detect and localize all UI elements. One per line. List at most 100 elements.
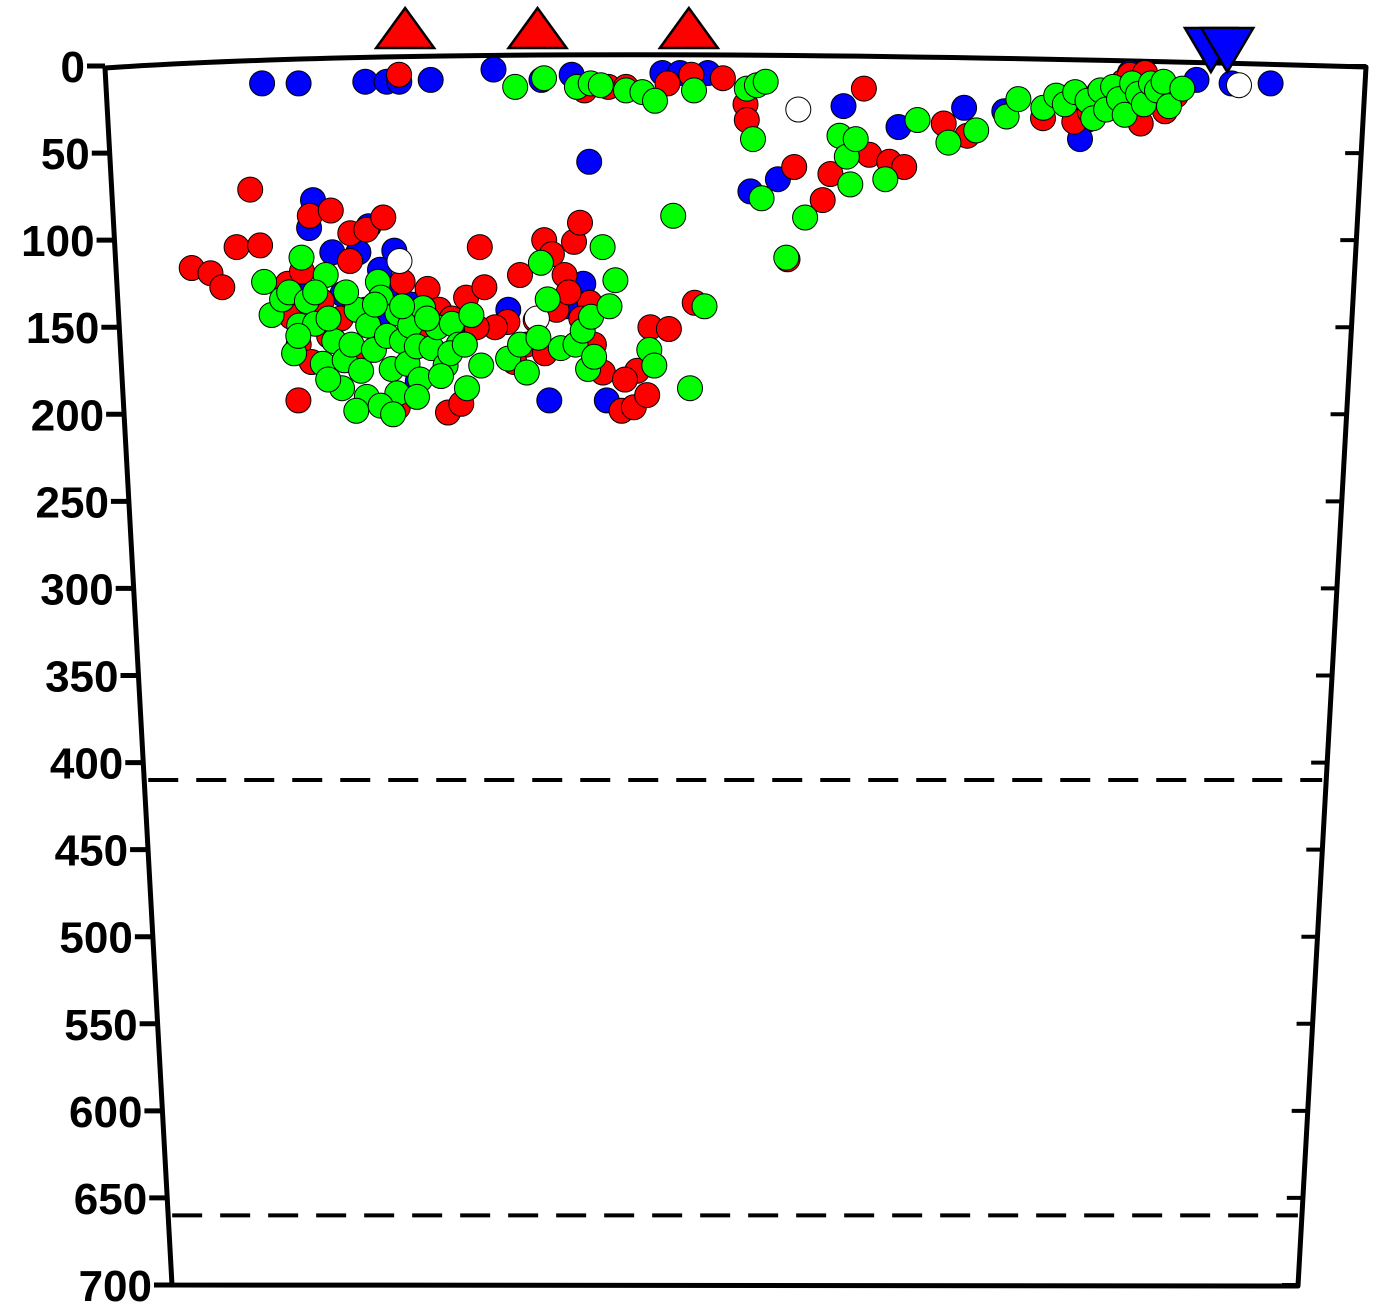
- data-point: [641, 352, 668, 379]
- data-point: [386, 248, 413, 274]
- data-point: [343, 397, 370, 424]
- data-point: [660, 202, 687, 229]
- data-point: [302, 279, 329, 306]
- data-point: [337, 248, 363, 274]
- data-point: [785, 96, 812, 123]
- reference-lines: [148, 777, 1323, 1218]
- red-triangle-marker: [506, 5, 569, 50]
- data-point: [480, 56, 507, 83]
- data-point: [536, 387, 563, 414]
- data-point: [830, 93, 857, 120]
- y-tick-label: 150: [26, 304, 99, 353]
- red-triangle-marker: [657, 5, 721, 50]
- data-point: [251, 268, 278, 295]
- data-point: [223, 234, 250, 261]
- data-point: [468, 352, 495, 379]
- data-point: [951, 94, 978, 121]
- data-point: [285, 322, 312, 349]
- data-point: [567, 209, 593, 236]
- data-point: [677, 375, 703, 402]
- data-point: [317, 197, 344, 224]
- data-point: [428, 363, 454, 389]
- data-point: [502, 73, 529, 100]
- data-point: [288, 244, 315, 271]
- data-point: [209, 274, 236, 301]
- data-point: [781, 154, 808, 180]
- y-tick-label: 300: [40, 565, 113, 614]
- data-point: [709, 65, 736, 92]
- y-tick-label: 250: [36, 478, 109, 527]
- data-point: [792, 204, 819, 231]
- data-point: [247, 232, 274, 259]
- data-point: [576, 148, 603, 175]
- data-point: [525, 324, 552, 351]
- data-point: [1226, 72, 1252, 99]
- y-tick-label: 650: [74, 1175, 147, 1224]
- data-points: [178, 56, 1284, 428]
- y-tick-label: 500: [59, 914, 132, 963]
- data-point: [837, 171, 864, 198]
- data-point: [587, 72, 614, 99]
- data-point: [748, 185, 775, 212]
- data-point: [850, 75, 877, 102]
- data-point: [904, 107, 931, 133]
- data-point: [872, 166, 899, 193]
- data-point: [691, 293, 718, 320]
- data-point: [451, 331, 478, 358]
- data-point: [752, 68, 779, 95]
- data-point: [1005, 86, 1032, 113]
- data-point: [596, 293, 623, 320]
- data-point: [333, 279, 360, 306]
- data-point: [963, 117, 990, 144]
- data-point: [370, 204, 397, 231]
- data-point: [348, 357, 375, 384]
- data-point: [527, 249, 554, 276]
- y-axis-ticks: 0 50 100 150 200 250 300 350 400 450 500 550 600 650 7…: [21, 43, 1366, 1311]
- data-point: [471, 274, 498, 301]
- data-point: [389, 293, 416, 320]
- data-point: [513, 359, 540, 386]
- data-point: [842, 126, 869, 153]
- y-tick-label: 450: [55, 827, 128, 876]
- surface-markers: [373, 5, 1256, 75]
- data-point: [507, 262, 533, 288]
- y-tick-label: 0: [61, 43, 85, 92]
- data-point: [315, 305, 342, 332]
- y-tick-label: 700: [79, 1262, 152, 1311]
- data-point: [386, 61, 413, 88]
- data-point: [237, 176, 264, 203]
- data-point: [681, 77, 707, 104]
- data-point: [531, 65, 557, 92]
- y-tick-label: 200: [31, 391, 104, 440]
- data-point: [466, 234, 493, 261]
- data-point: [285, 70, 312, 97]
- data-point: [454, 375, 480, 402]
- data-point: [249, 70, 276, 97]
- data-point: [534, 286, 561, 313]
- data-point: [589, 234, 616, 261]
- data-point: [404, 383, 430, 410]
- data-point: [773, 244, 800, 271]
- data-point: [1169, 75, 1196, 102]
- data-point: [581, 343, 608, 370]
- data-point: [642, 87, 668, 114]
- y-tick-label: 350: [45, 653, 118, 702]
- data-point: [740, 126, 766, 153]
- blue-inverted-triangle-marker: [1199, 26, 1256, 75]
- y-tick-label: 50: [41, 130, 90, 179]
- y-tick-label: 600: [69, 1088, 142, 1137]
- data-point: [285, 387, 312, 414]
- data-point: [655, 316, 682, 342]
- data-point: [315, 366, 342, 393]
- data-point: [417, 66, 444, 93]
- data-point: [891, 154, 918, 180]
- y-tick-label: 400: [50, 740, 123, 789]
- data-point: [809, 187, 836, 214]
- y-tick-label: 100: [21, 217, 94, 266]
- plot-frame: [102, 52, 1369, 1289]
- data-point: [602, 267, 629, 294]
- data-point: [414, 305, 441, 332]
- data-point: [935, 129, 962, 156]
- data-point: [634, 382, 661, 409]
